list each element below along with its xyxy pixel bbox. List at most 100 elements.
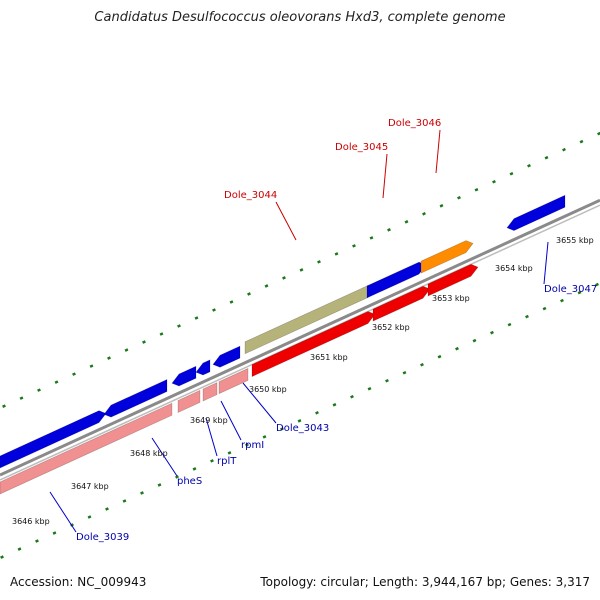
gene-label-top: Dole_3045 [335,142,388,153]
inner-tick [472,338,477,343]
kbp-tick-label: 3650 kbp [249,385,287,394]
kbp-tick-label: 3652 kbp [372,323,410,332]
kbp-tick-label: 3655 kbp [556,236,594,245]
gene-dole-3046-orange [420,240,474,274]
leader-line-bottom [205,417,218,457]
leader-line-bottom [220,400,242,441]
inner-tick [280,427,284,431]
leader-line-top [382,153,388,199]
outer-tick [194,316,199,320]
inner-tick [350,395,354,399]
outer-tick-row [2,131,600,408]
genome-summary-text: Topology: circular; Length: 3,944,167 bp… [260,575,590,589]
outer-tick [124,348,129,352]
outer-tick [527,163,531,168]
outer-tick [369,236,374,240]
outer-tick [474,187,479,192]
outer-tick [334,252,339,256]
outer-tick [19,396,24,400]
outer-tick [352,244,356,248]
gene-label-bottom: rpmI [241,440,264,451]
gene-dole-3046-cds [427,263,479,297]
gene-label-bottom: rplT [217,456,237,467]
genome-backbone [0,198,600,481]
outer-tick [579,139,584,144]
leader-line-bottom [543,241,549,285]
gene-dole-3045-cds [372,285,431,322]
inner-tick-row [0,282,599,559]
gene-dole-3047-blue [506,194,566,231]
gene-rpmi-blue [195,359,211,376]
outer-tick [142,340,146,344]
inner-tick [420,362,424,367]
outer-tick [54,380,59,384]
gene-label-bottom: pheS [177,476,202,487]
leader-line-top [435,129,441,174]
gene-phes-pink [177,389,201,413]
inner-tick [105,507,109,511]
gene-label-bottom: Dole_3039 [76,532,129,543]
gene-dole-3043-blue [212,345,241,368]
kbp-tick-label: 3653 kbp [432,294,470,303]
outer-tick [544,155,549,160]
leader-line-bottom [242,382,277,424]
inner-tick [455,346,459,351]
outer-tick [404,220,409,224]
outer-tick [72,372,76,376]
gene-dole-3039-blue [0,410,107,469]
kbp-tick-label: 3649 kbp [190,416,228,425]
kbp-tick-labels: 3646 kbp 3647 kbp 3648 kbp 3649 kbp 3650 kbp… [12,236,594,526]
inner-tick [437,354,442,359]
inner-tick [367,386,372,391]
leader-line-top [275,201,297,241]
inner-tick [52,531,57,535]
kbp-tick-label: 3647 kbp [71,482,109,491]
inner-tick [192,467,197,471]
gene-rplt-blue [171,365,197,387]
leader-line-bottom [49,491,77,533]
inner-tick [210,459,214,463]
inner-tick [525,314,529,319]
outer-tick [37,388,41,392]
kbp-tick-label: 3651 kbp [310,353,348,362]
outer-tick [509,171,514,176]
gene-label-top: Dole_3044 [224,190,277,201]
inner-tick [315,411,319,415]
outer-tick [89,364,94,368]
inner-tick [17,547,22,551]
outer-tick [282,276,286,280]
inner-tick [385,378,389,383]
inner-tick [402,370,407,375]
inner-tick [332,403,337,407]
inner-tick [577,290,582,295]
map-title: Candidatus Desulfococcus oleovorans Hxd3… [94,10,506,25]
outer-tick [387,228,391,232]
kbp-tick-label: 3654 kbp [495,264,533,273]
inner-tick [87,515,92,519]
outer-tick [2,404,6,408]
accession-text: Accession: NC_009943 [10,575,147,589]
inner-tick [507,322,512,327]
gene-labels: Dole_3044 Dole_3045 Dole_3046 Dole_3039 pheS… [76,118,597,543]
outer-tick [247,292,251,296]
inner-tick [542,306,547,311]
outer-tick [177,324,181,328]
inner-tick [595,282,599,287]
outer-tick [562,147,566,152]
gene-dole-3039-pink [0,402,173,495]
inner-tick [297,419,302,423]
gene-features [0,194,566,495]
gene-rplt-pink [202,382,218,402]
outer-tick [317,260,321,264]
inner-tick [560,298,564,303]
inner-tick [490,330,494,335]
inner-tick [140,491,144,495]
gene-label-top: Dole_3046 [388,118,441,129]
outer-tick [457,196,461,200]
inner-tick [262,435,267,439]
inner-tick [175,475,179,479]
outer-tick [492,179,496,184]
inner-tick [227,451,232,455]
outer-tick [439,204,444,208]
